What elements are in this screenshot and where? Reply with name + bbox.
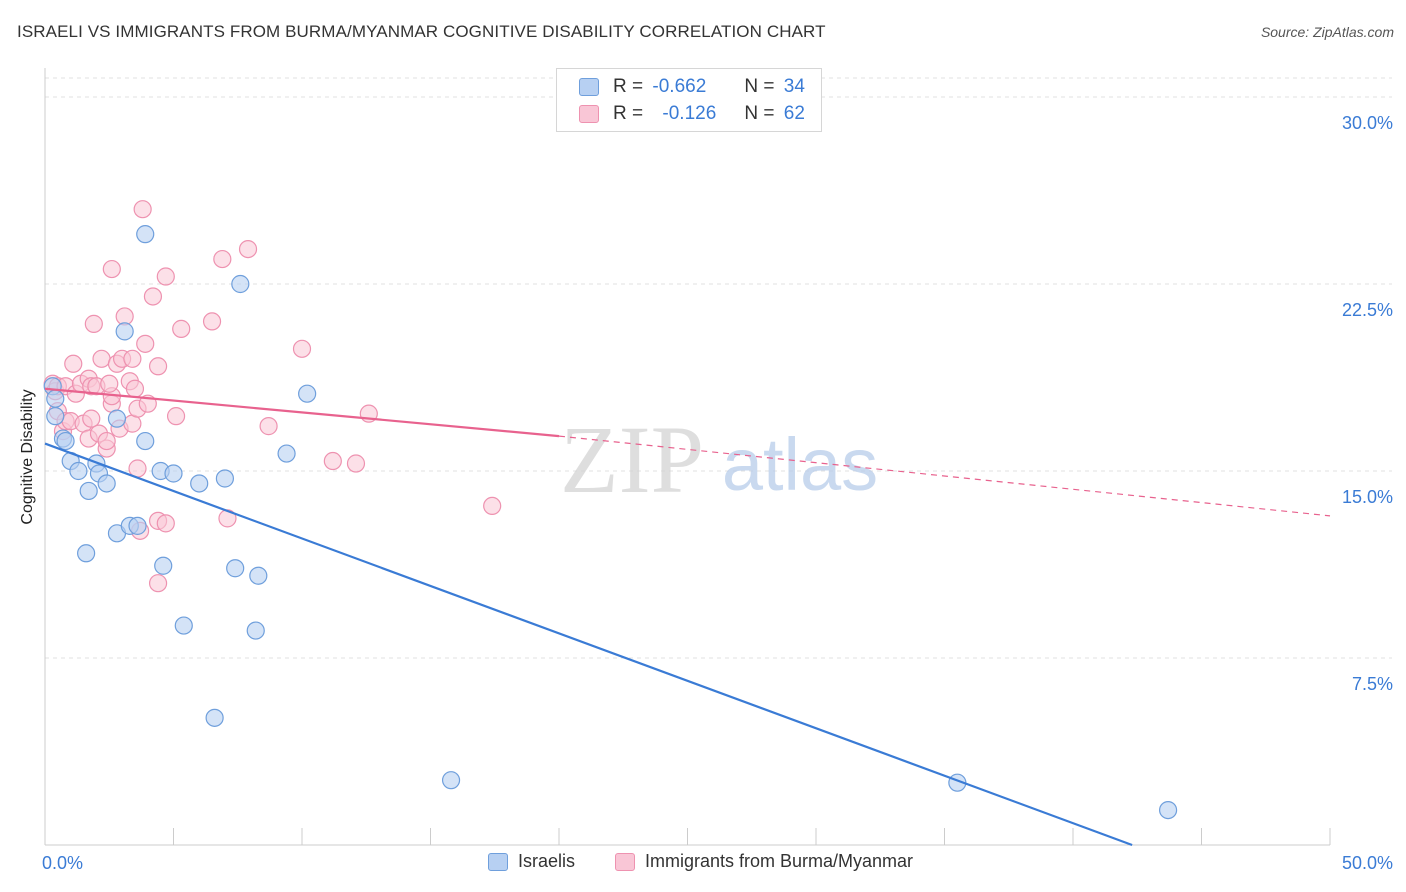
burma-point [64, 354, 83, 373]
israelis-point [46, 389, 65, 408]
burma-point [92, 349, 111, 368]
israelis-points [43, 225, 1178, 820]
israelis-point [190, 474, 209, 493]
israelis-point [97, 474, 116, 493]
burma-point [483, 496, 502, 516]
x-tick-label-min: 0.0% [42, 853, 83, 873]
israelis-swatch [579, 78, 599, 96]
burma-point [172, 319, 191, 338]
x-tick-label-max: 50.0% [1342, 853, 1393, 873]
y-tick-label: 22.5% [1342, 300, 1393, 320]
israelis-r-label: R = [613, 76, 644, 97]
watermark-atlas: atlas [722, 423, 878, 506]
burma-point [259, 417, 278, 436]
burma-point [292, 339, 312, 358]
gridlines [45, 77, 1392, 659]
correlation-legend: R = -0.662 N = 34 R = -0.126 N = 62 [556, 68, 822, 132]
legend-row-burma: R = -0.126 N = 62 [579, 102, 805, 126]
israelis-n-value: 34 [783, 76, 805, 97]
israelis-point [174, 616, 193, 635]
burma-swatch [579, 105, 599, 123]
burma-point [100, 374, 119, 393]
chart-title: ISRAELI VS IMMIGRANTS FROM BURMA/MYANMAR… [17, 22, 826, 41]
israelis-point [115, 322, 134, 341]
burma-r-label: R = [613, 103, 644, 124]
burma-point [82, 409, 101, 428]
bottom-legend-burma: Immigrants from Burma/Myanmar [615, 851, 913, 872]
burma-point [133, 200, 152, 219]
burma-trend-line [44, 387, 560, 438]
burma-r-value: -0.126 [662, 103, 717, 124]
israelis-point [79, 481, 98, 501]
israelis-point [136, 431, 155, 451]
israelis-point [205, 708, 224, 727]
burma-n-label: N = [744, 103, 775, 124]
burma-point [148, 574, 168, 593]
y-tick-label: 30.0% [1342, 113, 1393, 133]
israelis-point [46, 407, 65, 426]
israelis-point [226, 559, 245, 578]
israelis-point [298, 384, 317, 403]
burma-n-value: 62 [783, 103, 805, 124]
israelis-point [164, 464, 183, 483]
burma-point [136, 334, 155, 353]
burma-point [97, 431, 116, 451]
israelis-point [1158, 800, 1178, 820]
israelis-point [246, 621, 265, 640]
israelis-legend-label: Israelis [518, 851, 576, 871]
israelis-point [249, 566, 268, 585]
tick-labels: 7.5% 15.0% 22.5% 30.0% 0.0% 50.0% [42, 113, 1393, 873]
burma-point [102, 259, 121, 279]
israelis-trend-line [44, 442, 1133, 847]
israelis-point [128, 516, 147, 535]
israelis-point [69, 461, 88, 481]
burma-point [166, 407, 186, 426]
burma-point [156, 267, 175, 286]
watermark-zip: ZIP [560, 406, 704, 513]
burma-point [156, 514, 175, 533]
burma-point [213, 249, 232, 269]
israelis-point [77, 544, 96, 563]
watermark: ZIP atlas [560, 406, 878, 513]
burma-point [346, 454, 366, 473]
burma-point [143, 287, 163, 306]
burma-point [123, 349, 142, 368]
burma-point [202, 312, 222, 331]
israelis-r-value: -0.662 [652, 76, 707, 97]
trend-lines [44, 387, 1331, 847]
y-tick-label: 15.0% [1342, 487, 1393, 507]
burma-legend-label: Immigrants from Burma/Myanmar [645, 851, 914, 871]
axes [44, 68, 1331, 846]
burma-point [148, 357, 168, 376]
israelis-point [231, 274, 250, 294]
burma-legend-swatch [615, 852, 635, 871]
israelis-point [441, 771, 461, 790]
burma-point [84, 314, 103, 333]
israelis-point [215, 469, 234, 488]
source-credit: Source: ZipAtlas.com [1260, 24, 1394, 40]
israelis-point [107, 409, 127, 428]
burma-trend-extension [558, 435, 1331, 517]
israelis-point [56, 431, 75, 451]
israelis-point [136, 225, 155, 244]
israelis-point [277, 444, 296, 463]
israelis-legend-swatch [488, 852, 508, 871]
burma-point [125, 379, 145, 398]
y-tick-label: 7.5% [1352, 674, 1393, 694]
burma-point [323, 451, 342, 471]
israelis-n-label: N = [744, 76, 775, 97]
israelis-point [154, 556, 173, 575]
legend-row-israelis: R = -0.662 N = 34 [579, 75, 805, 99]
burma-point [238, 239, 258, 259]
bottom-legend-israelis: Israelis [488, 851, 575, 872]
